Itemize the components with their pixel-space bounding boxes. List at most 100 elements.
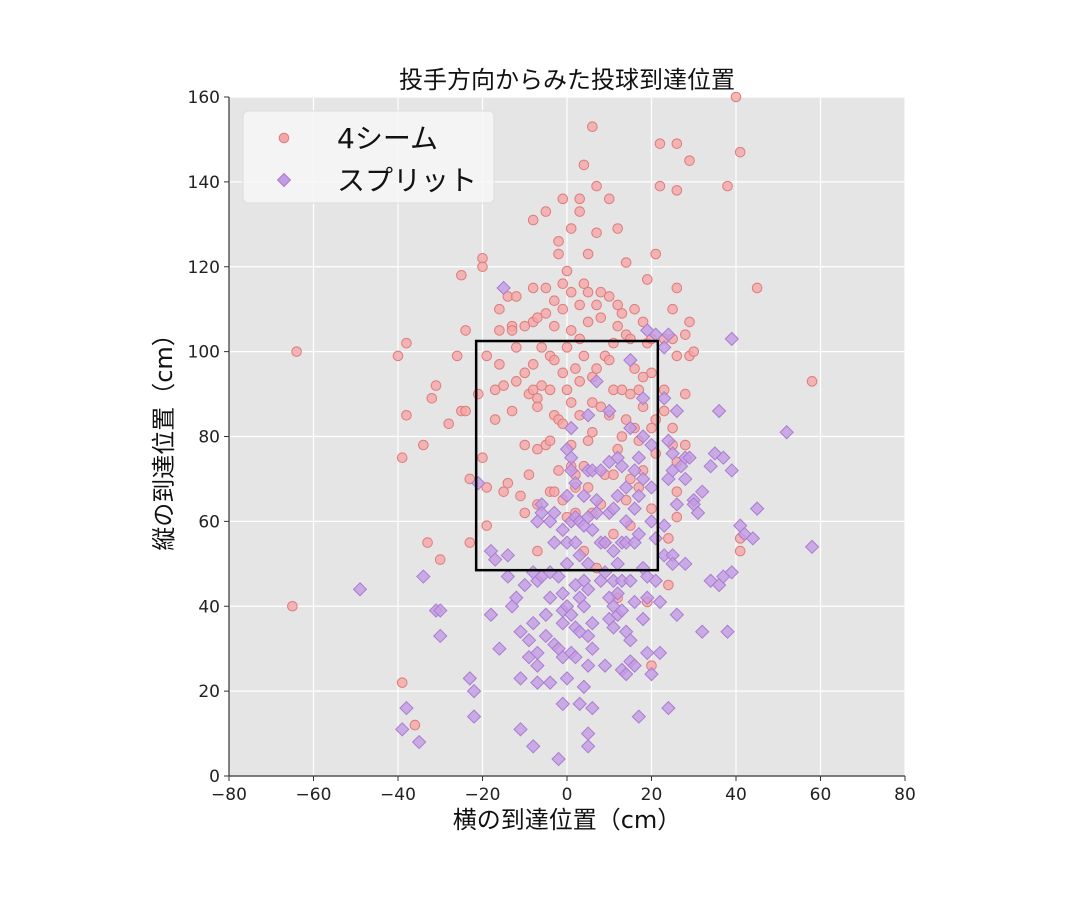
data-point <box>591 363 602 374</box>
data-point <box>551 751 566 767</box>
data-point <box>606 501 621 516</box>
data-point <box>561 265 573 277</box>
data-point <box>612 223 624 234</box>
data-point <box>513 624 528 639</box>
data-point <box>627 463 642 478</box>
data-point <box>572 624 587 639</box>
data-point <box>395 722 410 737</box>
data-point <box>694 484 710 499</box>
data-point <box>519 507 531 519</box>
data-point <box>658 405 670 417</box>
data-point <box>631 709 647 724</box>
data-point <box>515 490 526 502</box>
data-point <box>665 446 680 461</box>
data-point <box>694 624 710 639</box>
data-point <box>401 409 412 421</box>
data-point <box>540 308 552 319</box>
data-point <box>641 274 653 285</box>
data-point <box>652 594 668 610</box>
data-point <box>519 320 531 332</box>
data-point <box>511 376 522 387</box>
data-point <box>565 397 577 408</box>
data-point <box>433 628 448 644</box>
data-point <box>576 679 592 695</box>
data-point <box>433 603 448 618</box>
data-point <box>671 138 683 149</box>
data-point <box>521 632 537 648</box>
data-point <box>631 488 647 504</box>
data-point <box>591 299 602 311</box>
data-point <box>610 488 625 504</box>
data-point <box>542 590 558 605</box>
data-point <box>603 354 615 366</box>
data-point <box>716 450 731 465</box>
data-point <box>669 497 685 512</box>
data-point <box>582 248 594 260</box>
data-point <box>287 600 298 612</box>
data-point <box>597 535 613 550</box>
data-point <box>540 206 552 217</box>
data-point <box>595 312 607 323</box>
data-point <box>555 696 570 712</box>
data-point <box>623 632 638 648</box>
data-point <box>724 463 739 478</box>
x-tick-label: 60 <box>810 785 832 805</box>
data-point <box>519 367 531 379</box>
data-point <box>498 486 509 497</box>
data-point <box>549 295 560 307</box>
data-point <box>618 666 634 682</box>
data-point <box>430 380 442 391</box>
data-point <box>582 316 594 328</box>
data-point <box>513 722 528 737</box>
data-point <box>680 388 691 400</box>
data-point <box>411 734 427 750</box>
data-point <box>620 257 632 268</box>
data-point <box>291 346 302 357</box>
data-point <box>637 316 649 328</box>
data-point <box>589 374 604 389</box>
data-point <box>646 503 657 514</box>
data-point <box>564 463 579 478</box>
data-point <box>606 543 621 559</box>
data-point <box>532 545 543 557</box>
data-point <box>500 548 516 563</box>
data-point <box>530 658 545 673</box>
data-point <box>559 488 575 504</box>
data-point <box>559 671 575 686</box>
data-point <box>553 235 564 247</box>
data-point <box>589 505 604 521</box>
data-point <box>603 291 615 302</box>
data-point <box>547 535 562 550</box>
data-point <box>538 628 554 644</box>
y-tick-label: 160 <box>188 88 220 108</box>
data-point <box>523 469 535 480</box>
data-point <box>532 312 543 323</box>
data-point <box>418 439 429 451</box>
data-point <box>582 482 594 493</box>
data-point <box>582 286 594 298</box>
data-point <box>572 696 587 712</box>
data-point <box>650 248 662 260</box>
data-point <box>614 603 630 618</box>
data-point <box>557 278 569 290</box>
data-point <box>574 299 585 311</box>
data-point <box>496 280 511 296</box>
data-point <box>591 180 602 192</box>
data-point <box>644 666 659 682</box>
data-point <box>434 554 446 565</box>
data-point <box>665 556 680 572</box>
y-tick-label: 0 <box>209 767 220 787</box>
data-point <box>525 739 541 754</box>
data-point <box>779 425 794 440</box>
data-point <box>587 426 598 438</box>
series-layer <box>287 91 820 767</box>
data-point <box>481 520 493 531</box>
data-point <box>623 420 638 436</box>
data-point <box>561 384 573 396</box>
series-1 <box>287 91 818 731</box>
data-point <box>487 552 503 567</box>
data-point <box>534 505 549 521</box>
data-point <box>669 403 685 419</box>
data-point <box>578 278 590 290</box>
data-point <box>722 180 733 192</box>
